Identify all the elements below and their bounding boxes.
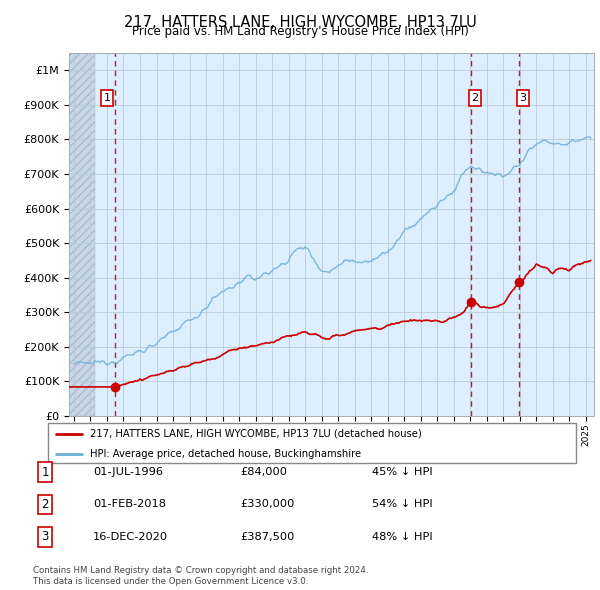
Text: £387,500: £387,500 (240, 532, 295, 542)
Text: £330,000: £330,000 (240, 500, 295, 509)
Text: 217, HATTERS LANE, HIGH WYCOMBE, HP13 7LU: 217, HATTERS LANE, HIGH WYCOMBE, HP13 7L… (124, 15, 476, 30)
Text: Price paid vs. HM Land Registry's House Price Index (HPI): Price paid vs. HM Land Registry's House … (131, 25, 469, 38)
Text: 1: 1 (41, 466, 49, 478)
Text: 2: 2 (41, 498, 49, 511)
Bar (69, 53, 95, 416)
Text: £84,000: £84,000 (240, 467, 287, 477)
Text: 48% ↓ HPI: 48% ↓ HPI (372, 532, 433, 542)
Text: HPI: Average price, detached house, Buckinghamshire: HPI: Average price, detached house, Buck… (90, 450, 361, 460)
Text: 16-DEC-2020: 16-DEC-2020 (93, 532, 168, 542)
Text: 45% ↓ HPI: 45% ↓ HPI (372, 467, 433, 477)
Text: 3: 3 (520, 93, 527, 103)
Text: 54% ↓ HPI: 54% ↓ HPI (372, 500, 433, 509)
Text: 01-JUL-1996: 01-JUL-1996 (93, 467, 163, 477)
Text: 01-FEB-2018: 01-FEB-2018 (93, 500, 166, 509)
Text: 2: 2 (472, 93, 479, 103)
FancyBboxPatch shape (48, 423, 576, 463)
Text: 1: 1 (103, 93, 110, 103)
Text: 3: 3 (41, 530, 49, 543)
Bar (69, 53, 95, 416)
Text: Contains HM Land Registry data © Crown copyright and database right 2024.
This d: Contains HM Land Registry data © Crown c… (33, 566, 368, 586)
Text: 217, HATTERS LANE, HIGH WYCOMBE, HP13 7LU (detached house): 217, HATTERS LANE, HIGH WYCOMBE, HP13 7L… (90, 429, 422, 439)
